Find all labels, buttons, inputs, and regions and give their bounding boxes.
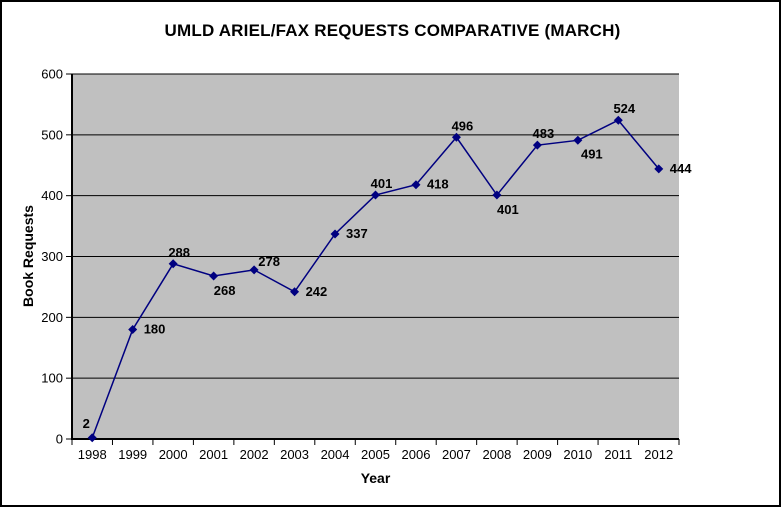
data-point-label: 444 <box>670 161 692 176</box>
data-point-label: 268 <box>214 283 236 298</box>
x-tick-label: 2000 <box>159 447 188 462</box>
x-tick-label: 2002 <box>240 447 269 462</box>
data-point-marker <box>249 265 259 275</box>
data-point-label: 401 <box>497 202 519 217</box>
x-tick-label: 2003 <box>280 447 309 462</box>
data-point-marker <box>168 259 178 269</box>
data-point-marker <box>330 229 340 239</box>
y-tick-label: 600 <box>41 67 63 82</box>
data-point-marker <box>87 433 97 443</box>
data-point-label: 337 <box>346 226 368 241</box>
data-point-marker <box>128 325 138 334</box>
data-point-label: 491 <box>581 146 603 161</box>
y-tick-label: 100 <box>41 371 63 386</box>
data-point-marker <box>492 190 502 200</box>
x-tick-label: 2005 <box>361 447 390 462</box>
x-tick-label: 2008 <box>482 447 511 462</box>
x-tick-label: 2009 <box>523 447 552 462</box>
x-tick-label: 2004 <box>321 447 350 462</box>
data-point-marker <box>290 287 300 297</box>
x-tick-label: 2012 <box>644 447 673 462</box>
x-tick-label: 2007 <box>442 447 471 462</box>
data-point-label: 288 <box>168 245 190 260</box>
data-point-label: 278 <box>258 254 280 269</box>
y-tick-label: 300 <box>41 249 63 264</box>
data-point-marker <box>654 164 664 174</box>
y-tick-label: 0 <box>56 432 63 447</box>
y-tick-label: 400 <box>41 188 63 203</box>
x-tick-label: 2011 <box>604 447 632 462</box>
data-point-label: 242 <box>306 284 328 299</box>
data-point-marker <box>613 115 623 125</box>
data-point-label: 496 <box>452 118 474 133</box>
data-point-label: 180 <box>144 322 166 337</box>
x-axis-title: Year <box>360 470 391 486</box>
x-tick-label: 1998 <box>78 447 107 462</box>
chart-title: UMLD ARIEL/FAX REQUESTS COMPARATIVE (MAR… <box>164 21 621 40</box>
data-point-marker <box>209 271 219 281</box>
y-tick-label: 200 <box>41 310 63 325</box>
x-tick-label: 2001 <box>199 447 228 462</box>
y-tick-label: 500 <box>41 127 63 142</box>
data-point-label: 524 <box>613 101 635 116</box>
data-point-marker <box>411 180 421 190</box>
data-point-marker <box>371 190 380 200</box>
x-tick-label: 2006 <box>402 447 431 462</box>
data-point-marker <box>451 132 461 142</box>
data-point-label: 483 <box>533 126 555 141</box>
x-tick-label: 2010 <box>563 447 592 462</box>
x-tick-label: 1999 <box>118 447 147 462</box>
data-point-marker <box>573 135 583 145</box>
data-point-label: 401 <box>371 176 393 191</box>
data-point-label: 2 <box>83 416 90 431</box>
data-point-label: 418 <box>427 177 449 192</box>
y-axis-title: Book Requests <box>20 205 36 307</box>
data-point-marker <box>532 140 542 150</box>
